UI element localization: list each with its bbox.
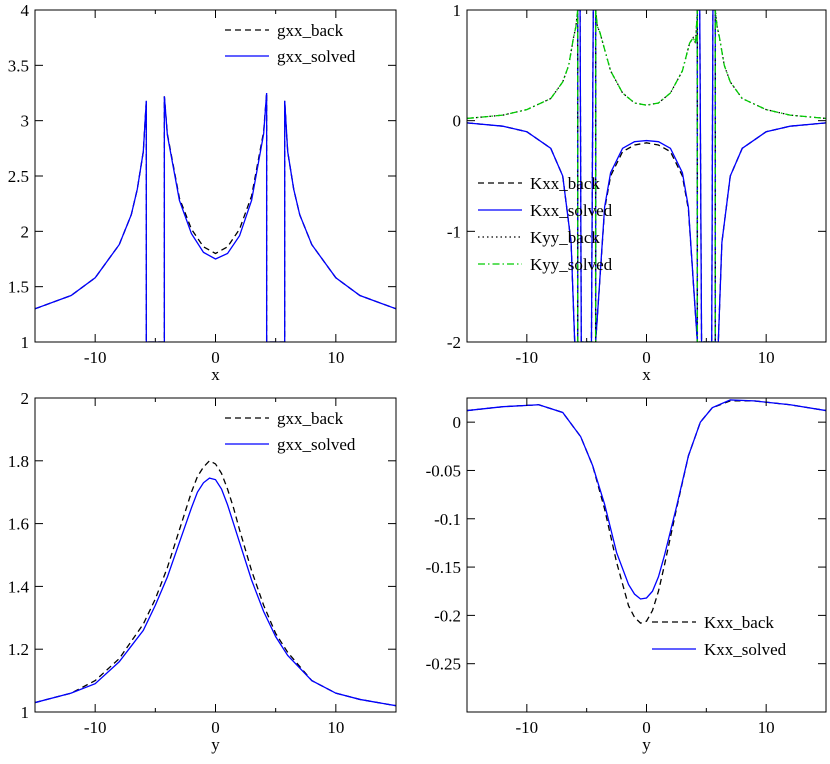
x-tick-label: -10 — [84, 718, 107, 737]
y-tick-label: -0.15 — [426, 558, 461, 577]
x-tick-label: -10 — [515, 718, 538, 737]
y-tick-label: 2 — [21, 389, 30, 408]
series-line-Kyy_solved — [467, 10, 826, 342]
x-axis-label: y — [642, 735, 651, 754]
x-tick-label: 10 — [327, 348, 344, 367]
y-tick-label: 0 — [453, 413, 462, 432]
y-tick-label: 3.5 — [8, 56, 29, 75]
y-tick-label: 1.4 — [8, 577, 30, 596]
plot-area — [467, 399, 826, 624]
plot-area — [35, 459, 396, 707]
chart-panel-K_x: -10 0 10-2-101xKxx_backKxx_solvedKyy_backK… — [447, 1, 827, 384]
y-tick-label: 1 — [21, 703, 30, 722]
legend: gxx_back gxx_solved — [225, 21, 356, 66]
series-line-Kyy_back — [467, 10, 826, 342]
x-tick-label: 10 — [758, 348, 775, 367]
y-tick-label: 1.8 — [8, 452, 29, 471]
y-tick-label: -1 — [447, 222, 461, 241]
series-line-gxx_back — [35, 92, 396, 342]
y-tick-label: -0.05 — [426, 461, 461, 480]
plot-frame — [466, 397, 827, 713]
x-tick-label: 0 — [642, 718, 651, 737]
x-tick-label: -10 — [515, 348, 538, 367]
plot-area — [467, 10, 826, 342]
legend-label-Kyy_solved: Kyy_solved — [530, 255, 613, 274]
plot-area — [35, 92, 396, 342]
x-tick-label: 10 — [758, 718, 775, 737]
y-tick-label: -0.1 — [434, 510, 461, 529]
y-tick-label: 2 — [21, 222, 30, 241]
y-tick-label: 1.6 — [8, 515, 29, 534]
legend-label-Kxx_solved: Kxx_solved — [530, 201, 613, 220]
x-axis-label: x — [211, 365, 220, 384]
x-axis-label: x — [642, 365, 651, 384]
plot-frame — [466, 9, 827, 343]
y-tick-label: 1 — [21, 333, 30, 352]
legend: Kxx_back Kxx_solved — [652, 613, 787, 659]
series-line-Kxx_solved — [467, 10, 826, 342]
y-tick-label: -0.2 — [434, 606, 461, 625]
y-tick-label: -2 — [447, 333, 461, 352]
x-tick-label: 0 — [211, 718, 220, 737]
legend-label-gxx_solved: gxx_solved — [277, 435, 356, 454]
series-line-Kxx_solved — [467, 399, 826, 600]
legend-label-Kxx_back: Kxx_back — [530, 174, 600, 193]
chart-panel-gxx_x: -10 0 10 1 1.5 2 2.5 3 3.5 4 x gxx_back gxx_solved — [8, 1, 397, 384]
legend: Kxx_back Kxx_solved Kyy_back Kyy_solved — [478, 174, 613, 274]
legend-label-Kyy_back: Kyy_back — [530, 228, 600, 247]
series-line-Kxx_back — [467, 10, 826, 342]
y-tick-label: 0 — [453, 112, 462, 131]
legend-label-gxx_back: gxx_back — [277, 409, 344, 428]
y-tick-label: -0.25 — [426, 655, 461, 674]
series-line-gxx_solved — [35, 477, 396, 707]
x-tick-label: 0 — [211, 348, 220, 367]
chart-panel-Kxx_y: -10 0 10-0.25-0.2-0.15-0.1-0.050yKxx_backK… — [426, 397, 827, 754]
legend-label-gxx_back: gxx_back — [277, 21, 344, 40]
y-tick-label: 1.2 — [8, 640, 29, 659]
y-tick-label: 4 — [21, 1, 30, 20]
y-tick-label: 1 — [453, 1, 462, 20]
series-line-Kxx_back — [467, 400, 826, 624]
series-line-gxx_back — [35, 459, 396, 707]
legend-label-gxx_solved: gxx_solved — [277, 47, 356, 66]
x-tick-label: 10 — [327, 718, 344, 737]
series-line-gxx_solved — [35, 92, 396, 342]
legend-label-Kxx_solved: Kxx_solved — [704, 640, 787, 659]
x-tick-label: -10 — [84, 348, 107, 367]
legend-label-Kxx_back: Kxx_back — [704, 613, 774, 632]
chart-panel-gxx_y: -10 0 10 1 1.2 1.4 1.6 1.8 2 y gxx_back gxx_solved — [8, 389, 397, 754]
y-tick-label: 2.5 — [8, 167, 29, 186]
legend: gxx_back gxx_solved — [225, 409, 356, 454]
x-tick-label: 0 — [642, 348, 651, 367]
y-tick-label: 3 — [21, 112, 30, 131]
y-tick-label: 1.5 — [8, 278, 29, 297]
x-axis-label: y — [211, 735, 220, 754]
